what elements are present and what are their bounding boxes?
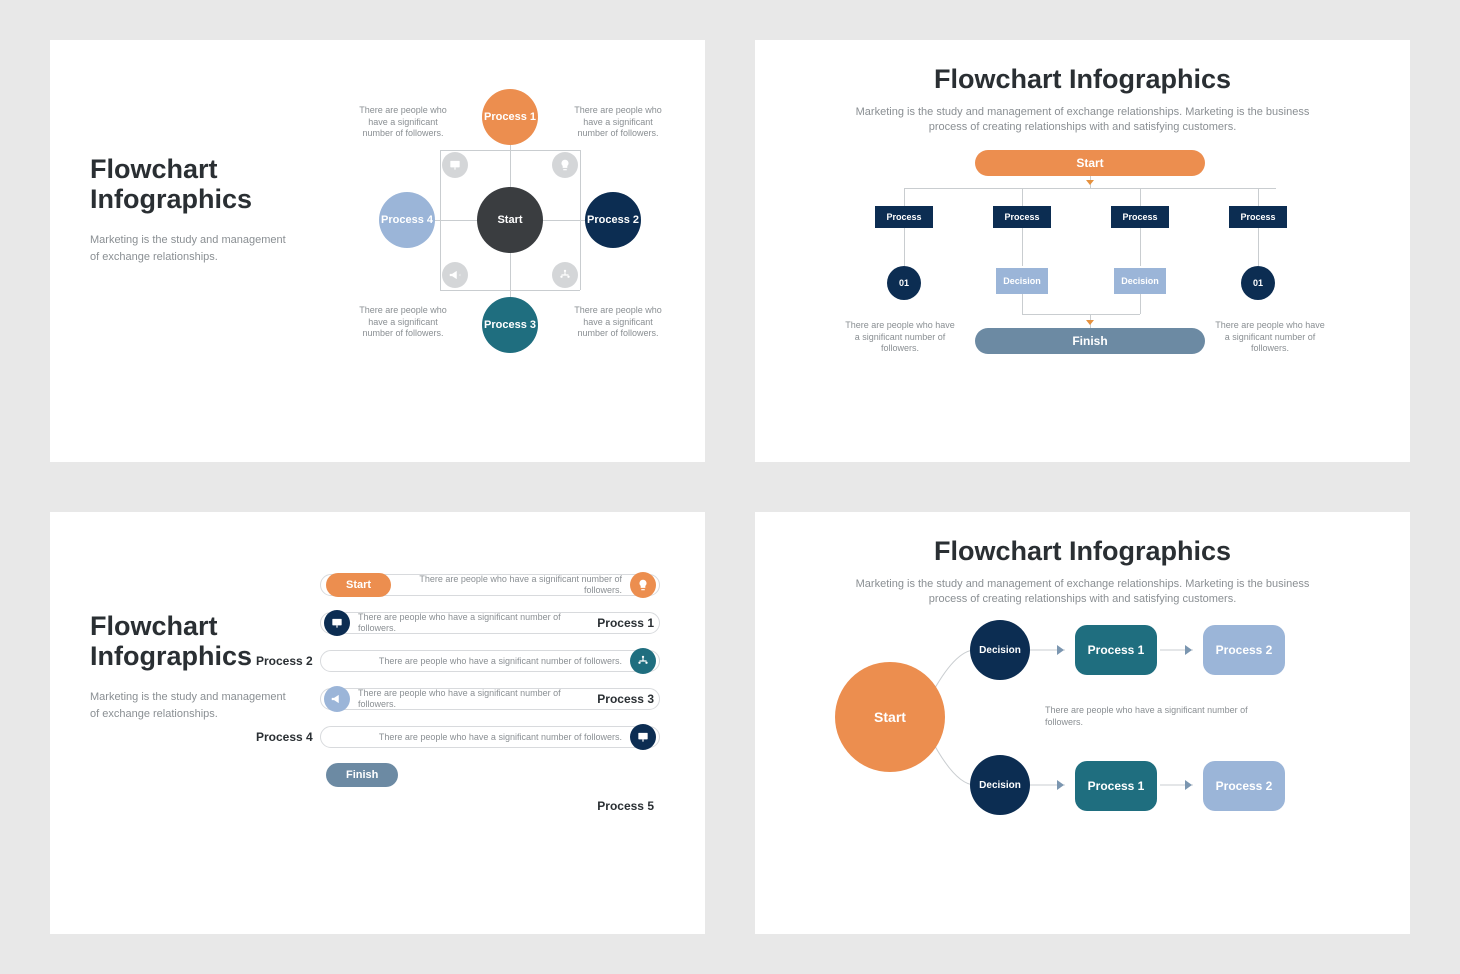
start-pill: Start (975, 150, 1205, 176)
slide-3-serpentine: Flowchart Infographics Marketing is the … (50, 512, 705, 934)
node-process-4: Process 4 (379, 192, 435, 248)
slide-2-tree: Flowchart Infographics Marketing is the … (755, 40, 1410, 462)
process-box: Process 2 (1203, 625, 1285, 675)
hierarchy-icon (552, 262, 578, 288)
connector (1022, 188, 1023, 206)
corner-desc-tl: There are people who have a significant … (355, 105, 451, 140)
decision-circle: Decision (970, 620, 1030, 680)
corner-desc-tr: There are people who have a significant … (570, 105, 666, 140)
slide-1-header: Flowchart Infographics Marketing is the … (90, 155, 290, 265)
slide-4-header: Flowchart Infographics Marketing is the … (755, 512, 1410, 608)
row-p4: Process 4 There are people who have a si… (320, 719, 660, 755)
connector (904, 188, 905, 206)
row-desc: There are people who have a significant … (350, 612, 591, 634)
megaphone-icon (324, 686, 350, 712)
desc-left: There are people who have a significant … (845, 320, 955, 355)
presentation-icon (442, 152, 468, 178)
arrow-icon (1057, 780, 1064, 790)
row-p2: Process 2 There are people who have a si… (320, 643, 660, 679)
serpentine-diagram: Start There are people who have a signif… (320, 567, 660, 795)
bulb-icon (630, 572, 656, 598)
process-box: Process (875, 206, 933, 228)
row-desc: There are people who have a significant … (330, 732, 630, 743)
slide-1-title: Flowchart Infographics (90, 155, 290, 214)
corner-desc-bl: There are people who have a significant … (355, 305, 451, 340)
decision-box: Decision (1114, 268, 1166, 294)
tree-diagram: Start Process Process Process Process 01… (835, 150, 1330, 442)
slide-4-title: Flowchart Infographics (755, 536, 1410, 567)
connector (1258, 188, 1259, 206)
process-label: Process 4 (250, 730, 319, 744)
slide-4-subtitle: Marketing is the study and management of… (853, 577, 1313, 608)
process-label: Process 5 (591, 799, 660, 813)
process-box: Process 1 (1075, 761, 1157, 811)
arrow-icon (1057, 645, 1064, 655)
arrow-icon (1185, 780, 1192, 790)
row-finish: Finish Process 5 (320, 757, 660, 793)
slide-2-subtitle: Marketing is the study and management of… (853, 105, 1313, 136)
row-desc: There are people who have a significant … (391, 574, 630, 596)
connector (1140, 228, 1141, 266)
finish-pill: Finish (975, 328, 1205, 354)
node-process-2: Process 2 (585, 192, 641, 248)
number-circle: 01 (887, 266, 921, 300)
slide-4-branching: Flowchart Infographics Marketing is the … (755, 512, 1410, 934)
process-box: Process (993, 206, 1051, 228)
connector (1022, 228, 1023, 266)
start-pill: Start (326, 573, 391, 597)
megaphone-icon (442, 262, 468, 288)
center-node-start: Start (477, 187, 543, 253)
connector (904, 228, 905, 266)
decision-circle: Decision (970, 755, 1030, 815)
row-desc: There are people who have a significant … (350, 688, 591, 710)
node-process-3: Process 3 (482, 297, 538, 353)
connector (1022, 314, 1140, 315)
connector (904, 188, 1276, 189)
radial-diagram: There are people who have a significant … (320, 70, 700, 370)
hierarchy-icon (630, 648, 656, 674)
arrow-icon (1086, 180, 1094, 185)
process-label: Process 2 (250, 654, 319, 668)
arrow-icon (1185, 645, 1192, 655)
row-desc: There are people who have a significant … (330, 656, 630, 667)
connector (1022, 294, 1023, 314)
finish-pill: Finish (326, 763, 398, 787)
bulb-icon (552, 152, 578, 178)
process-box: Process (1111, 206, 1169, 228)
connector (1140, 188, 1141, 206)
process-box: Process (1229, 206, 1287, 228)
presentation-icon (630, 724, 656, 750)
center-desc: There are people who have a significant … (1045, 705, 1285, 728)
node-process-1: Process 1 (482, 89, 538, 145)
corner-desc-br: There are people who have a significant … (570, 305, 666, 340)
slide-2-title: Flowchart Infographics (755, 64, 1410, 95)
slide-1-radial: Flowchart Infographics Marketing is the … (50, 40, 705, 462)
process-box: Process 2 (1203, 761, 1285, 811)
branch-diagram: Start Decision Decision Process 1 Proces… (835, 617, 1350, 914)
slide-2-header: Flowchart Infographics Marketing is the … (755, 40, 1410, 136)
process-label: Process 3 (591, 692, 660, 706)
process-label: Process 1 (591, 616, 660, 630)
decision-box: Decision (996, 268, 1048, 294)
row-p1: There are people who have a significant … (320, 605, 660, 641)
row-p3: There are people who have a significant … (320, 681, 660, 717)
arrow-icon (1086, 320, 1094, 325)
connector (1258, 228, 1259, 266)
connector (1140, 294, 1141, 314)
slide-3-subtitle: Marketing is the study and management of… (90, 689, 290, 722)
start-circle: Start (835, 662, 945, 772)
row-start: Start There are people who have a signif… (320, 567, 660, 603)
process-box: Process 1 (1075, 625, 1157, 675)
slide-1-subtitle: Marketing is the study and management of… (90, 232, 290, 265)
desc-right: There are people who have a significant … (1215, 320, 1325, 355)
presentation-icon (324, 610, 350, 636)
number-circle: 01 (1241, 266, 1275, 300)
